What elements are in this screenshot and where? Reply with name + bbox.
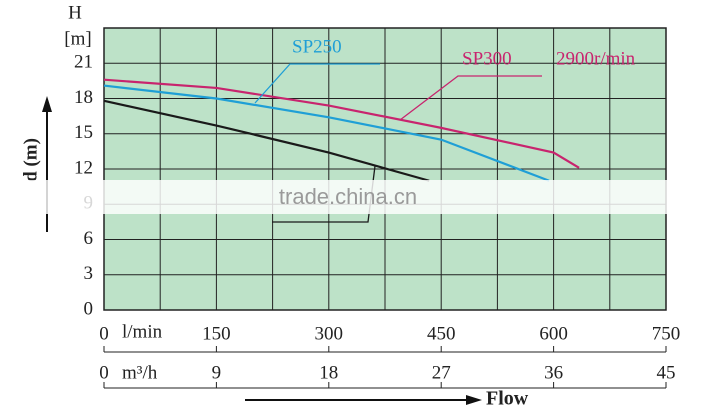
x-arrow-head xyxy=(466,395,482,405)
series-label: SP250 xyxy=(292,36,342,57)
x-unit: l/min xyxy=(122,321,163,342)
x-tick-label: 150 xyxy=(202,323,231,344)
x-tick-label: 300 xyxy=(315,323,344,344)
x2-tick-label: 18 xyxy=(319,362,338,383)
leader-line xyxy=(399,75,542,121)
x2-tick-label: 36 xyxy=(544,362,563,383)
y-tick-label: 15 xyxy=(74,122,93,143)
x-tick-label: 0 xyxy=(99,323,109,344)
watermark: trade.china.cn xyxy=(279,184,417,209)
y-unit-symbol: H xyxy=(68,2,82,23)
leader-line xyxy=(254,63,380,104)
series-label: SP300 xyxy=(462,48,512,69)
x-tick-label: 600 xyxy=(539,323,568,344)
x-axis-title: Flow xyxy=(486,388,529,410)
series-line xyxy=(103,99,430,182)
series-line xyxy=(103,84,550,182)
y-tick-label: 3 xyxy=(84,263,94,284)
watermark-band xyxy=(0,180,722,214)
y-tick-label: 12 xyxy=(74,157,93,178)
x2-tick-label: 45 xyxy=(657,362,676,383)
y-tick-label: 6 xyxy=(84,228,94,249)
series-line xyxy=(103,78,580,169)
x2-tick-label: 0 xyxy=(99,362,109,383)
x2-tick-label: 27 xyxy=(432,362,451,383)
y-tick-label: 21 xyxy=(74,52,93,73)
x2-tick-label: 9 xyxy=(212,362,222,383)
y-tick-label: 18 xyxy=(74,87,93,108)
y-axis-title: d (m) xyxy=(20,138,41,182)
x2-unit: m³/h xyxy=(122,362,158,383)
y-arrow-head xyxy=(42,96,52,112)
y-unit: [m] xyxy=(64,28,91,49)
x-tick-label: 450 xyxy=(427,323,456,344)
annotation: 2900r/min xyxy=(556,48,636,69)
x-tick-label: 750 xyxy=(652,323,681,344)
y-tick-label: 0 xyxy=(84,298,94,319)
plot-area xyxy=(103,27,667,311)
